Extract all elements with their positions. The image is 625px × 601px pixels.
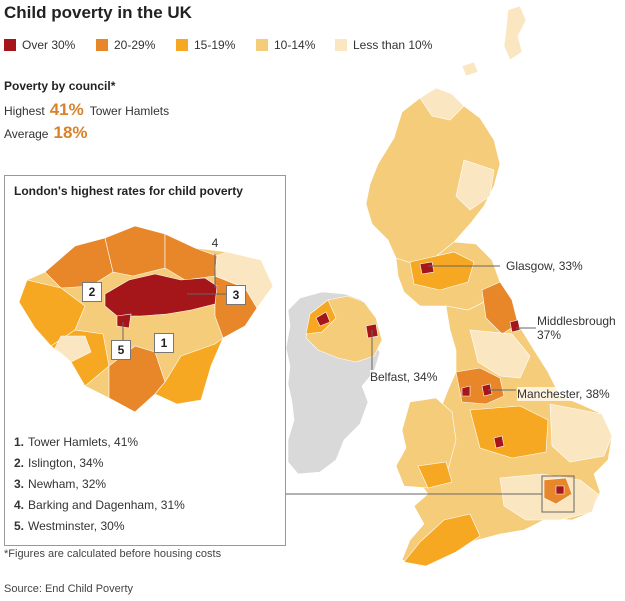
borough-marker-5: 5 (111, 340, 131, 360)
footnote: *Figures are calculated before housing c… (4, 548, 222, 560)
average-value: 18% (53, 123, 88, 142)
belfast-label: Belfast, 34% (370, 370, 438, 384)
south-wales (417, 461, 453, 489)
rank-text: Tower Hamlets, 41% (28, 435, 139, 449)
london-inset: London's highest rates for child poverty… (4, 175, 286, 546)
birmingham-area (493, 435, 505, 449)
rank-text: Islington, 34% (28, 456, 104, 470)
central-belt (409, 251, 475, 291)
council-stats-title: Poverty by council* (4, 79, 116, 93)
legend-item-15-19: 15-19% (176, 38, 235, 52)
average-stat: Average 18% (4, 123, 94, 143)
rank-text: Barking and Dagenham, 31% (28, 498, 185, 512)
rank-number: 5. (14, 519, 25, 533)
borough-marker-1: 1 (154, 333, 174, 353)
manchester-area (481, 383, 493, 397)
ranking-item: 5. Westminster, 30% (14, 519, 185, 540)
south-west-england (403, 513, 481, 567)
rank-number: 3. (14, 477, 25, 491)
chart-title: Child poverty in the UK (4, 3, 192, 22)
highest-council-name: Tower Hamlets (89, 104, 170, 118)
london-rankings-list: 1. Tower Hamlets, 41% 2. Islington, 34% 3.… (14, 435, 185, 540)
borough-marker-3: 3 (226, 285, 246, 305)
west-london (18, 279, 86, 347)
borough-marker-2: 2 (82, 282, 102, 302)
legend-swatch (335, 39, 347, 51)
legend-label: 15-19% (194, 38, 236, 52)
legend-swatch (176, 39, 188, 51)
westminster-area (116, 313, 132, 329)
ranking-item: 4. Barking and Dagenham, 31% (14, 498, 185, 519)
legend-item-under-10: Less than 10% (335, 38, 432, 52)
rank-number: 2. (14, 456, 25, 470)
south-east-london (154, 337, 224, 405)
liverpool-area (461, 385, 471, 397)
midlands (469, 405, 549, 459)
legend-swatch (4, 39, 16, 51)
scotland-north (419, 87, 465, 121)
legend-label: 10-14% (274, 38, 316, 52)
east-of-england (549, 403, 613, 463)
borough-marker-4: 4 (211, 236, 219, 250)
east-london-hotspot (555, 485, 565, 495)
highest-label: Highest (4, 104, 45, 118)
middlesbrough-value: 37% (537, 328, 562, 342)
legend-label: Over 30% (22, 38, 76, 52)
ranking-item: 2. Islington, 34% (14, 456, 185, 477)
rank-text: Westminster, 30% (28, 519, 125, 533)
legend-item-10-14: 10-14% (256, 38, 315, 52)
legend-swatch (256, 39, 268, 51)
hillingdon-area (54, 335, 92, 363)
manchester-label: Manchester, 38% (517, 387, 610, 401)
highest-value: 41% (49, 100, 84, 119)
ni-hotspot (315, 311, 331, 327)
inset-title: London's highest rates for child poverty (14, 184, 243, 198)
ranking-item: 3. Newham, 32% (14, 477, 185, 498)
orkney-islands (461, 61, 479, 77)
rank-text: Newham, 32% (28, 477, 107, 491)
average-label: Average (4, 127, 49, 141)
rank-number: 4. (14, 498, 25, 512)
legend-label: 20-29% (114, 38, 156, 52)
source-note: Source: End Child Poverty (4, 583, 134, 595)
middlesbrough-area (509, 319, 521, 333)
legend-swatch (96, 39, 108, 51)
rank-number: 1. (14, 435, 25, 449)
glasgow-area (419, 261, 435, 275)
london-map (18, 225, 274, 413)
middlesbrough-label: Middlesbrough (537, 314, 616, 328)
legend-label: Less than 10% (353, 38, 433, 52)
legend-item-20-29: 20-29% (96, 38, 155, 52)
yorkshire (469, 329, 531, 379)
glasgow-label: Glasgow, 33% (506, 259, 583, 273)
north-london (104, 225, 166, 277)
legend-item-over-30: Over 30% (4, 38, 75, 52)
highest-stat: Highest 41% Tower Hamlets (4, 100, 169, 120)
havering-area (214, 251, 274, 309)
scotland-east (455, 159, 495, 211)
shetland-islands (503, 5, 527, 61)
ranking-item: 1. Tower Hamlets, 41% (14, 435, 185, 456)
